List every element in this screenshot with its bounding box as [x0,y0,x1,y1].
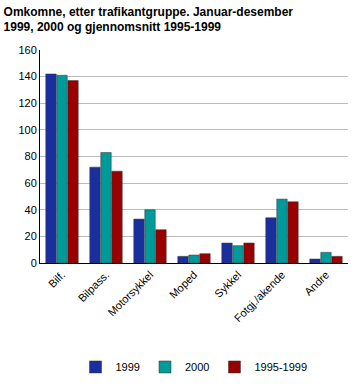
svg-text:100: 100 [18,124,36,136]
svg-text:80: 80 [25,150,37,162]
svg-text:Motorsykkel: Motorsykkel [105,269,155,319]
svg-text:0: 0 [31,257,37,269]
svg-text:Moped: Moped [167,269,199,301]
svg-text:1995-1999: 1995-1999 [254,361,307,373]
svg-text:40: 40 [25,204,37,216]
svg-text:Fotgj./akende: Fotgj./akende [232,269,288,325]
svg-text:Sykkel: Sykkel [212,269,243,300]
svg-text:140: 140 [18,70,36,82]
svg-text:Andre: Andre [302,269,331,298]
svg-text:1999: 1999 [116,361,140,373]
svg-text:20: 20 [25,230,37,242]
svg-text:Bilf.: Bilf. [46,269,67,290]
svg-text:Bilpass.: Bilpass. [76,269,112,305]
svg-text:160: 160 [18,44,36,56]
svg-text:Omkomne, etter trafikantgruppe: Omkomne, etter trafikantgruppe. Januar-d… [4,5,294,35]
svg-text:120: 120 [18,97,36,109]
svg-text:2000: 2000 [185,361,209,373]
svg-text:60: 60 [25,177,37,189]
